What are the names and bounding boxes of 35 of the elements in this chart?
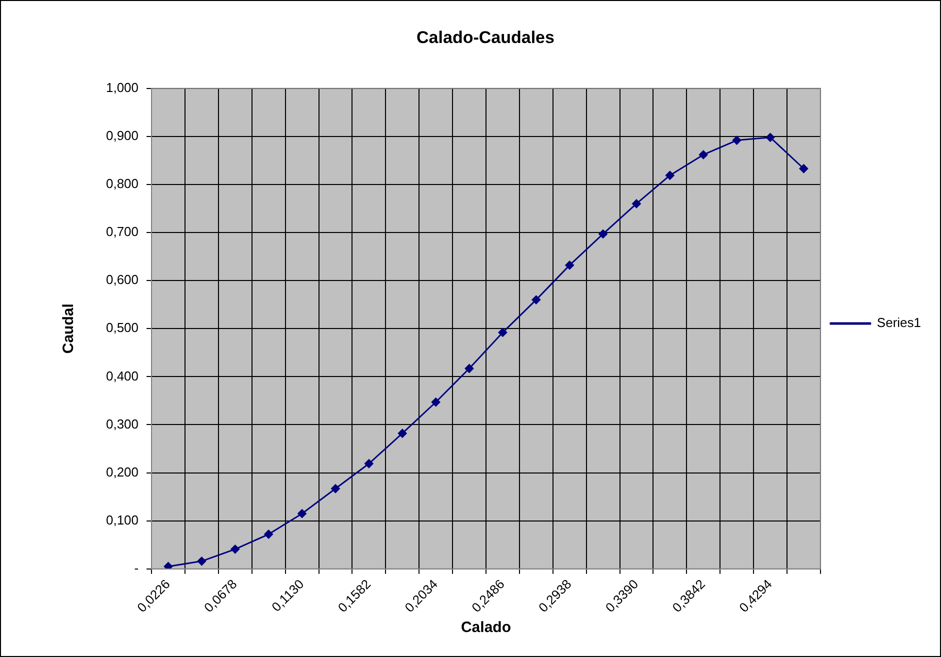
point <box>164 562 173 569</box>
y-tick-label: 0,700 <box>106 224 139 240</box>
point <box>197 556 206 566</box>
point <box>364 459 374 468</box>
point <box>632 199 641 208</box>
point <box>398 428 407 438</box>
y-tick-label: 0,100 <box>106 512 139 528</box>
point <box>565 260 574 270</box>
y-tick-label: 0,800 <box>106 176 139 192</box>
chart-title: Calado-Caudales <box>416 28 554 47</box>
y-tick-label: 0,900 <box>106 128 139 144</box>
point <box>264 530 274 539</box>
x-axis-title: Calado <box>460 619 511 636</box>
point <box>298 509 307 518</box>
y-tick-label: - <box>134 560 139 576</box>
y-tick-label: 0,500 <box>106 320 139 336</box>
legend-label: Series1 <box>876 315 921 330</box>
point <box>598 229 608 238</box>
y-tick-label: 0,200 <box>106 464 139 480</box>
point <box>532 295 541 304</box>
point <box>698 150 708 160</box>
point <box>464 364 474 374</box>
y-tick-label: 1,000 <box>106 80 139 95</box>
y-tick-label: 0,300 <box>106 416 139 432</box>
point <box>766 132 775 142</box>
point <box>799 164 808 174</box>
point <box>665 170 674 180</box>
point <box>431 398 440 407</box>
y-tick-label: 0,600 <box>106 272 139 288</box>
point <box>498 328 508 337</box>
point <box>230 544 240 554</box>
point <box>330 484 340 494</box>
point <box>732 136 742 145</box>
y-axis-title: Caudal <box>60 304 78 354</box>
y-tick-label: 0,400 <box>106 368 139 384</box>
